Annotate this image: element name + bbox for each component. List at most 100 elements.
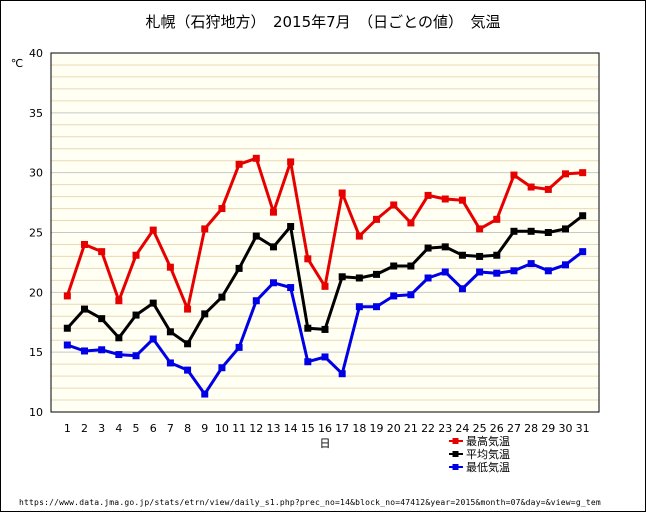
data-point bbox=[510, 267, 518, 275]
data-point bbox=[562, 170, 570, 178]
x-tick-label: 10 bbox=[215, 422, 229, 435]
x-tick-label: 6 bbox=[150, 422, 157, 435]
data-point bbox=[338, 189, 346, 197]
data-point bbox=[424, 191, 432, 199]
data-point bbox=[201, 310, 209, 318]
x-tick-label: 20 bbox=[387, 422, 401, 435]
data-point bbox=[80, 240, 88, 248]
data-point bbox=[373, 215, 381, 223]
x-tick-label: 12 bbox=[249, 422, 263, 435]
data-point bbox=[510, 171, 518, 179]
data-point bbox=[166, 328, 174, 336]
data-point bbox=[338, 273, 346, 281]
data-point bbox=[63, 341, 71, 349]
x-tick-label: 7 bbox=[167, 422, 174, 435]
data-point bbox=[235, 264, 243, 272]
data-point bbox=[458, 196, 466, 204]
x-tick-label: 13 bbox=[266, 422, 280, 435]
x-tick-label: 19 bbox=[370, 422, 384, 435]
x-tick-label: 3 bbox=[98, 422, 105, 435]
x-tick-label: 29 bbox=[541, 422, 555, 435]
data-point bbox=[373, 270, 381, 278]
data-point bbox=[493, 215, 501, 223]
data-point bbox=[149, 335, 157, 343]
x-tick-label: 16 bbox=[318, 422, 332, 435]
data-point bbox=[184, 305, 192, 313]
data-point bbox=[235, 343, 243, 351]
data-point bbox=[235, 160, 243, 168]
data-point bbox=[98, 248, 106, 256]
data-point bbox=[115, 351, 123, 359]
legend-marker bbox=[452, 451, 459, 457]
data-point bbox=[441, 195, 449, 203]
chart-title: 札幌（石狩地方） 2015年7月 （日ごとの値） 気温 bbox=[145, 13, 501, 31]
data-point bbox=[321, 353, 329, 361]
data-point bbox=[544, 267, 552, 275]
data-point bbox=[98, 346, 106, 354]
x-tick-label: 18 bbox=[352, 422, 366, 435]
x-tick-label: 25 bbox=[473, 422, 487, 435]
data-point bbox=[201, 225, 209, 233]
data-point bbox=[493, 269, 501, 277]
source-url: https://www.data.jma.go.jp/stats/etrn/vi… bbox=[19, 498, 601, 507]
data-point bbox=[562, 261, 570, 269]
data-point bbox=[218, 205, 226, 213]
data-point bbox=[338, 370, 346, 378]
data-point bbox=[458, 285, 466, 293]
data-point bbox=[355, 303, 363, 311]
data-point bbox=[407, 291, 415, 299]
data-point bbox=[149, 299, 157, 307]
x-tick-label: 31 bbox=[576, 422, 590, 435]
data-point bbox=[132, 251, 140, 259]
x-tick-label: 14 bbox=[284, 422, 298, 435]
data-point bbox=[441, 243, 449, 251]
data-point bbox=[407, 219, 415, 227]
data-point bbox=[527, 183, 535, 191]
x-tick-label: 27 bbox=[507, 422, 521, 435]
x-tick-label: 22 bbox=[421, 422, 435, 435]
x-tick-label: 2 bbox=[81, 422, 88, 435]
data-point bbox=[321, 325, 329, 333]
data-point bbox=[252, 232, 260, 240]
data-point bbox=[132, 311, 140, 319]
x-axis-label: 日 bbox=[320, 437, 331, 450]
data-point bbox=[304, 324, 312, 332]
data-point bbox=[424, 244, 432, 252]
data-point bbox=[80, 305, 88, 313]
data-point bbox=[476, 225, 484, 233]
data-point bbox=[527, 260, 535, 268]
data-point bbox=[579, 212, 587, 220]
data-point bbox=[424, 274, 432, 282]
data-point bbox=[510, 227, 518, 235]
x-tick-label: 5 bbox=[133, 422, 140, 435]
x-tick-label: 11 bbox=[232, 422, 246, 435]
data-point bbox=[166, 263, 174, 271]
x-tick-label: 1 bbox=[64, 422, 71, 435]
x-tick-label: 23 bbox=[438, 422, 452, 435]
data-point bbox=[218, 364, 226, 372]
y-tick-label: 20 bbox=[29, 286, 43, 299]
data-point bbox=[476, 252, 484, 260]
data-point bbox=[269, 243, 277, 251]
data-point bbox=[80, 347, 88, 355]
legend-marker bbox=[452, 464, 459, 470]
data-point bbox=[132, 352, 140, 360]
y-tick-label: 30 bbox=[29, 167, 43, 180]
y-tick-label: 10 bbox=[29, 406, 43, 419]
data-point bbox=[544, 185, 552, 193]
data-point bbox=[115, 297, 123, 305]
data-point bbox=[493, 251, 501, 259]
data-point bbox=[287, 284, 295, 292]
legend-marker bbox=[452, 438, 459, 444]
data-point bbox=[390, 262, 398, 270]
y-tick-label: 15 bbox=[29, 346, 43, 359]
x-tick-label: 15 bbox=[301, 422, 315, 435]
data-point bbox=[252, 154, 260, 162]
data-point bbox=[476, 268, 484, 276]
x-tick-label: 17 bbox=[335, 422, 349, 435]
data-point bbox=[527, 227, 535, 235]
data-point bbox=[269, 208, 277, 216]
data-point bbox=[252, 297, 260, 305]
